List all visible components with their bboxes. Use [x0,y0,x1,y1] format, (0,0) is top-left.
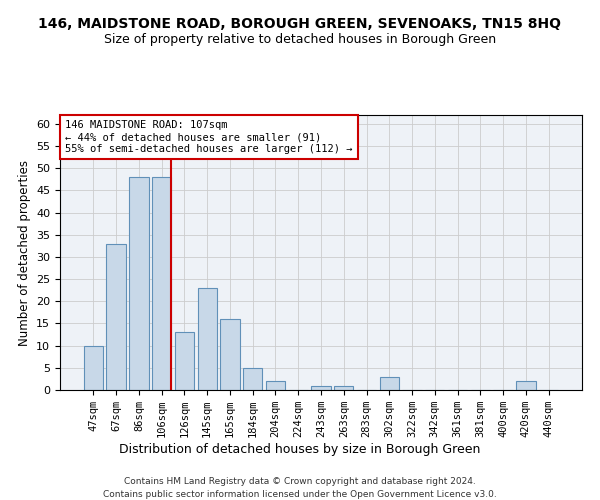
Text: Distribution of detached houses by size in Borough Green: Distribution of detached houses by size … [119,442,481,456]
Bar [106,244,126,390]
Bar [380,376,399,390]
Text: Contains HM Land Registry data © Crown copyright and database right 2024.: Contains HM Land Registry data © Crown c… [124,478,476,486]
Text: 146 MAIDSTONE ROAD: 107sqm
← 44% of detached houses are smaller (91)
55% of semi: 146 MAIDSTONE ROAD: 107sqm ← 44% of deta… [65,120,353,154]
Y-axis label: Number of detached properties: Number of detached properties [17,160,31,346]
Bar [129,177,149,390]
Bar [175,332,194,390]
Bar [334,386,353,390]
Bar [220,319,239,390]
Bar [311,386,331,390]
Bar [266,381,285,390]
Text: Size of property relative to detached houses in Borough Green: Size of property relative to detached ho… [104,32,496,46]
Text: 146, MAIDSTONE ROAD, BOROUGH GREEN, SEVENOAKS, TN15 8HQ: 146, MAIDSTONE ROAD, BOROUGH GREEN, SEVE… [38,18,562,32]
Bar [197,288,217,390]
Bar [84,346,103,390]
Bar [152,177,172,390]
Bar [243,368,262,390]
Bar [516,381,536,390]
Text: Contains public sector information licensed under the Open Government Licence v3: Contains public sector information licen… [103,490,497,499]
